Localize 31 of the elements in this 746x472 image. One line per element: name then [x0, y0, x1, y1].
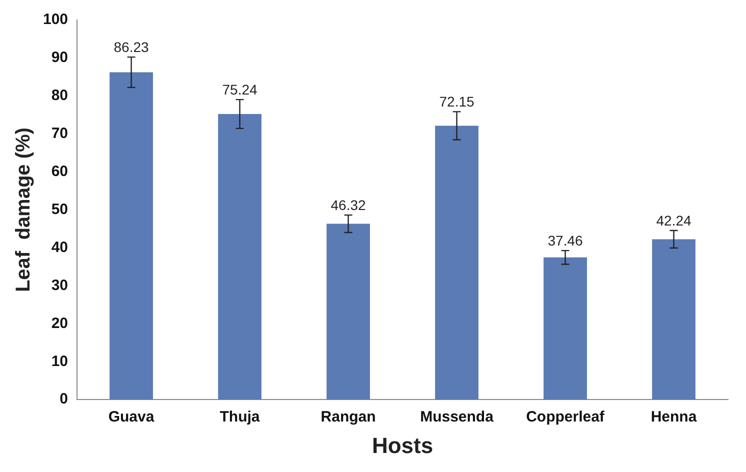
bar [435, 126, 478, 400]
x-tick-label: Mussenda [420, 408, 494, 426]
y-tick-label: 20 [51, 314, 68, 332]
y-tick-label: 30 [51, 276, 68, 294]
x-tick-label: Guava [108, 408, 155, 426]
bar [652, 239, 696, 400]
data-label: 75.24 [222, 81, 258, 98]
x-tick-label: Thuja [220, 408, 260, 426]
data-label: 46.32 [330, 196, 366, 213]
x-tick-label: Henna [650, 408, 698, 426]
y-tick-label: 40 [51, 238, 68, 256]
y-tick-label: 80 [51, 87, 68, 104]
y-tick-label: 90 [51, 49, 68, 66]
data-label: 37.46 [548, 232, 583, 248]
data-label: 42.24 [656, 212, 692, 228]
y-tick-label: 70 [51, 125, 68, 142]
data-label: 86.23 [114, 38, 149, 55]
y-tick-label: 10 [51, 352, 68, 370]
bar [218, 114, 262, 400]
y-tick-label: 60 [51, 162, 68, 180]
y-tick-label: 50 [51, 200, 68, 218]
bar [110, 72, 153, 400]
x-axis-title: Hosts [372, 432, 434, 458]
y-tick-label: 100 [42, 11, 68, 28]
x-tick-label: Copperleaf [526, 408, 606, 426]
bar [326, 224, 370, 400]
x-tick-label: Rangan [320, 408, 376, 426]
data-label: 72.15 [439, 94, 474, 110]
bar [544, 257, 587, 400]
y-tick-label: 0 [60, 390, 68, 408]
y-axis-title: Leaf damage (%) [12, 128, 35, 292]
